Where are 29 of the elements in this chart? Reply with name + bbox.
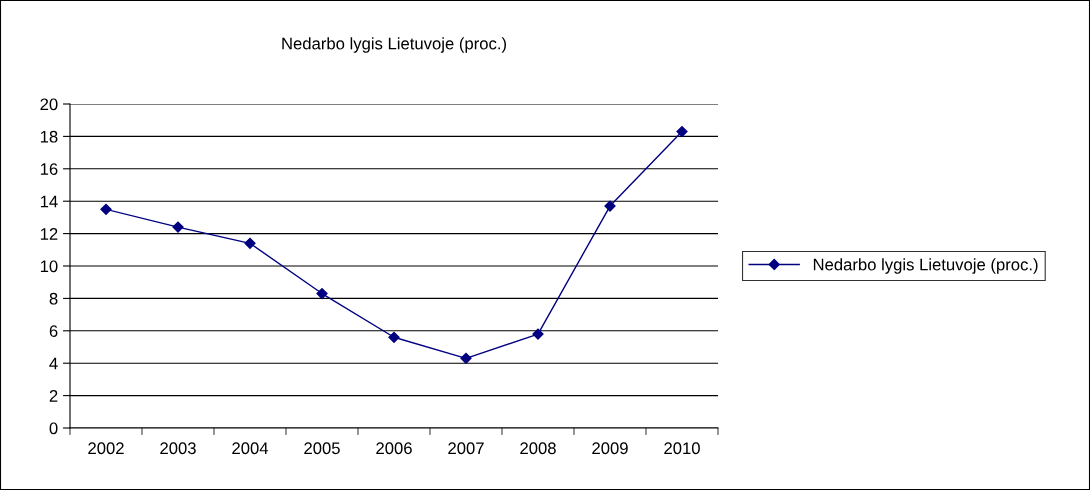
legend-label: Nedarbo lygis Lietuvoje (proc.) bbox=[813, 258, 1038, 274]
y-tick-label: 6 bbox=[49, 325, 58, 337]
y-tick-label: 14 bbox=[40, 195, 58, 208]
x-tick-label: 2009 bbox=[592, 442, 628, 455]
y-tick-label: 12 bbox=[40, 228, 58, 240]
y-tick-label: 8 bbox=[49, 292, 58, 305]
y-tick-label: 4 bbox=[49, 357, 58, 370]
x-tick-label: 2008 bbox=[520, 442, 556, 455]
y-tick-label: 0 bbox=[49, 422, 58, 435]
y-tick-label: 10 bbox=[40, 260, 58, 273]
x-tick-label: 2004 bbox=[232, 442, 269, 455]
x-tick-label: 2006 bbox=[376, 442, 412, 455]
point bbox=[100, 203, 112, 215]
point bbox=[172, 221, 184, 233]
point bbox=[676, 125, 688, 138]
point bbox=[244, 237, 256, 249]
point bbox=[316, 287, 328, 300]
point bbox=[388, 331, 400, 343]
y-tick-label: 16 bbox=[40, 163, 58, 175]
y-tick-label: 18 bbox=[40, 130, 58, 143]
y-tick-label: 20 bbox=[40, 98, 58, 111]
x-tick-label: 2005 bbox=[304, 442, 340, 455]
x-tick-label: 2002 bbox=[88, 442, 124, 455]
x-tick-label: 2010 bbox=[664, 442, 700, 455]
x-tick-label: 2007 bbox=[448, 442, 484, 455]
point bbox=[460, 352, 472, 364]
y-tick-label: 2 bbox=[49, 390, 58, 402]
x-tick-label: 2003 bbox=[160, 442, 196, 455]
chart-title: Nedarbo lygis Lietuvoje (proc.) bbox=[282, 37, 506, 53]
